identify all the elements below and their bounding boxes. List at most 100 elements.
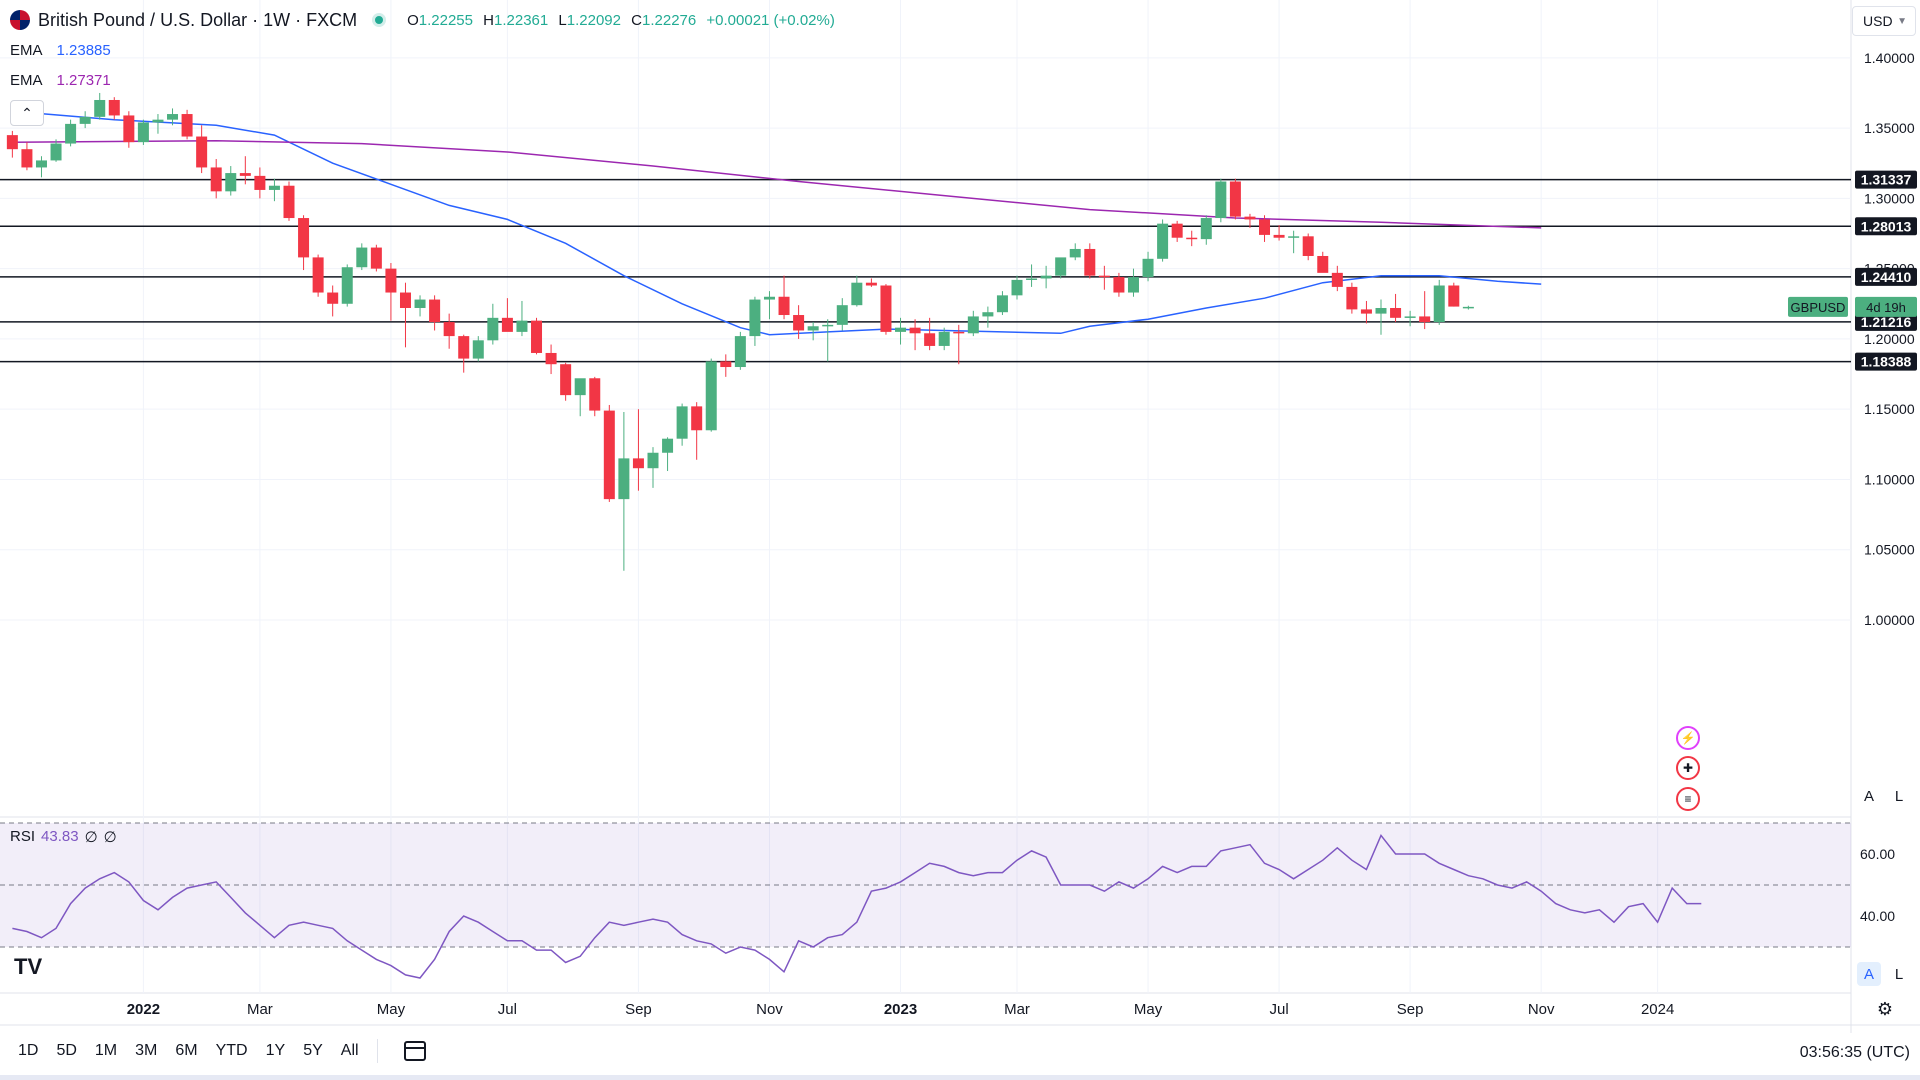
candle[interactable] (1288, 230, 1300, 254)
candle[interactable] (924, 317, 936, 351)
candle[interactable] (1317, 251, 1329, 273)
range-6m[interactable]: 6M (175, 1042, 198, 1059)
candle[interactable] (21, 142, 33, 171)
candle[interactable] (1215, 178, 1227, 223)
candle[interactable] (1098, 265, 1110, 290)
candle[interactable] (705, 358, 717, 432)
candle[interactable] (79, 111, 91, 129)
candle[interactable] (1302, 233, 1314, 261)
range-5y[interactable]: 5Y (303, 1042, 323, 1059)
candle[interactable] (6, 130, 18, 158)
candle[interactable] (1331, 265, 1343, 292)
candle[interactable] (210, 159, 222, 199)
candle[interactable] (65, 119, 77, 147)
candle[interactable] (895, 317, 907, 345)
rsi-legend[interactable]: RSI 43.83 ∅ ∅ (10, 828, 117, 846)
candle[interactable] (953, 324, 965, 365)
candle[interactable] (341, 264, 353, 307)
range-all[interactable]: All (340, 1042, 359, 1059)
candle[interactable] (1113, 272, 1125, 297)
candle[interactable] (967, 310, 979, 337)
candle[interactable] (487, 303, 499, 345)
candle[interactable] (1055, 257, 1067, 279)
candle[interactable] (531, 317, 543, 355)
candle[interactable] (1273, 225, 1285, 241)
candle[interactable] (851, 275, 863, 307)
candle[interactable] (763, 291, 775, 320)
candle[interactable] (1200, 215, 1212, 245)
candle[interactable] (298, 215, 310, 271)
candle[interactable] (996, 291, 1008, 316)
auto-scale-button[interactable]: A (1863, 787, 1874, 805)
candle[interactable] (312, 254, 324, 297)
candle[interactable] (268, 178, 280, 202)
rsi-auto-scale-button[interactable]: A (1857, 962, 1881, 986)
rsi-log-scale-button[interactable]: L (1894, 965, 1904, 983)
candle[interactable] (647, 447, 659, 488)
range-1m[interactable]: 1M (94, 1042, 118, 1059)
candle[interactable] (662, 437, 674, 472)
ema-fast-legend[interactable]: EMA 1.23885 (10, 41, 111, 59)
candle[interactable] (618, 411, 630, 571)
candle[interactable] (880, 284, 892, 335)
candle[interactable] (429, 295, 441, 331)
candle[interactable] (822, 319, 834, 362)
settings-gear-icon[interactable]: ⚙ (1876, 998, 1894, 1019)
candle[interactable] (836, 298, 848, 331)
candle[interactable] (385, 263, 397, 321)
candle[interactable] (1069, 243, 1081, 261)
candle[interactable] (778, 275, 790, 320)
candle[interactable] (909, 319, 921, 351)
candle[interactable] (1462, 305, 1474, 310)
candle[interactable] (414, 295, 426, 317)
range-3m[interactable]: 3M (135, 1042, 158, 1059)
candle[interactable] (123, 111, 135, 148)
candle[interactable] (1157, 219, 1169, 262)
candle[interactable] (1142, 251, 1154, 282)
symbol-row[interactable]: British Pound / U.S. Dollar · 1W · FXCM … (10, 8, 835, 32)
uk-event-icon[interactable]: ✚ (1676, 756, 1700, 780)
candle[interactable] (1375, 299, 1387, 335)
candle[interactable] (50, 139, 62, 162)
range-5d[interactable]: 5D (56, 1042, 77, 1059)
ema-slow-legend[interactable]: EMA 1.27371 (10, 71, 111, 89)
candle[interactable] (152, 114, 164, 134)
candle[interactable] (1419, 291, 1431, 330)
currency-selector[interactable]: USD ▼ (1852, 6, 1916, 36)
candle[interactable] (1448, 282, 1460, 307)
calendar-icon[interactable] (403, 1041, 426, 1061)
candle[interactable] (865, 278, 877, 287)
candle[interactable] (938, 327, 950, 351)
range-1d[interactable]: 1D (18, 1042, 39, 1059)
candle[interactable] (356, 243, 368, 271)
candle[interactable] (1433, 279, 1445, 325)
candle[interactable] (443, 313, 455, 349)
candle[interactable] (1360, 300, 1372, 324)
candle[interactable] (807, 322, 819, 341)
candle[interactable] (327, 285, 339, 317)
candle[interactable] (560, 362, 572, 401)
candle[interactable] (1346, 282, 1358, 314)
candle[interactable] (1259, 215, 1271, 242)
candle[interactable] (589, 376, 601, 417)
lightning-icon[interactable]: ⚡ (1676, 726, 1700, 750)
candle[interactable] (516, 300, 528, 337)
candle[interactable] (1011, 275, 1023, 300)
candle[interactable] (982, 306, 994, 328)
collapse-legend-button[interactable]: ⌃ (10, 100, 44, 126)
candle[interactable] (1390, 293, 1402, 323)
candle[interactable] (720, 354, 732, 377)
candle[interactable] (370, 244, 382, 272)
candle[interactable] (458, 334, 470, 373)
candle[interactable] (1229, 178, 1241, 220)
utc-clock[interactable]: 03:56:35 (UTC) (1799, 1044, 1910, 1061)
candle[interactable] (1171, 220, 1183, 242)
candle[interactable] (196, 125, 208, 174)
candle[interactable] (632, 409, 644, 491)
candle[interactable] (35, 156, 47, 178)
candle[interactable] (1244, 213, 1256, 228)
candle[interactable] (1084, 243, 1096, 279)
candle[interactable] (545, 344, 557, 375)
candle[interactable] (501, 298, 513, 332)
range-ytd[interactable]: YTD (215, 1042, 248, 1059)
